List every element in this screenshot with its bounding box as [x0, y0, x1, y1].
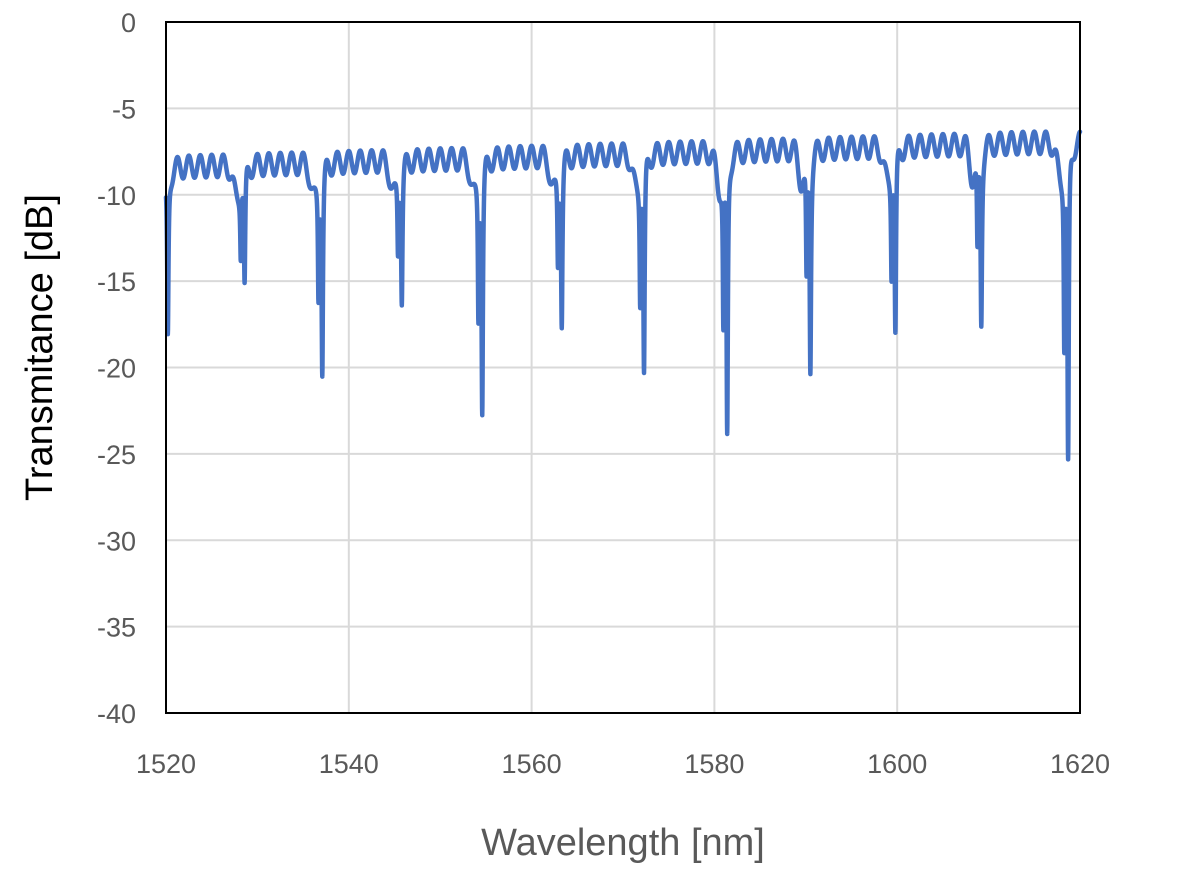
y-tick-label: -25 [97, 440, 136, 470]
y-tick-label: -20 [97, 354, 136, 384]
y-tick-label: -10 [97, 181, 136, 211]
y-tick-label: 0 [121, 8, 136, 38]
y-tick-label: -5 [112, 94, 136, 124]
x-tick-label: 1580 [684, 749, 744, 779]
x-tick-label: 1520 [136, 749, 196, 779]
x-tick-label: 1540 [319, 749, 379, 779]
y-tick-label: -35 [97, 613, 136, 643]
x-tick-label: 1600 [867, 749, 927, 779]
x-axis-title: Wavelength [nm] [481, 822, 765, 864]
y-tick-labels: 0 -5 -10 -15 -20 -25 -30 -35 -40 [97, 8, 136, 729]
transmittance-series-line [163, 129, 1083, 462]
series-layer [163, 129, 1083, 462]
y-axis-title: Transmitance [dB] [19, 194, 61, 501]
x-tick-labels: 1520 1540 1560 1580 1600 1620 [136, 749, 1110, 779]
y-tick-label: -30 [97, 526, 136, 556]
grid-lines [165, 21, 1081, 714]
y-tick-label: -40 [97, 699, 136, 729]
x-tick-label: 1560 [502, 749, 562, 779]
y-tick-label: -15 [97, 267, 136, 297]
x-tick-label: 1620 [1050, 749, 1110, 779]
plot-area-frame [165, 21, 1081, 714]
